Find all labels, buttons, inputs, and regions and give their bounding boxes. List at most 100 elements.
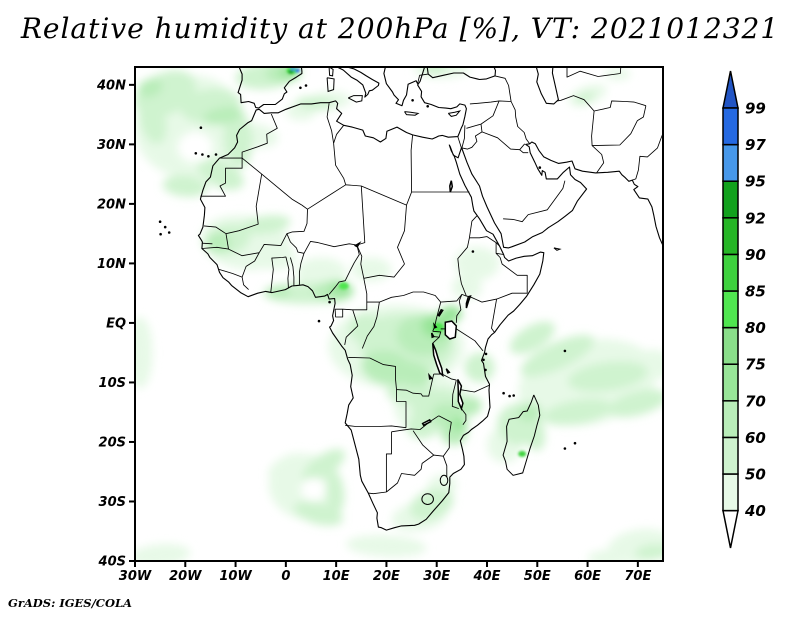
lake-outline [430,332,435,339]
lake-outline [433,322,438,329]
country-border [333,125,345,144]
colorbar-segment [722,253,739,292]
country-border [440,293,467,303]
lake-outline [421,418,432,427]
lake-outline [457,379,464,411]
island-dot [502,391,505,395]
country-border [396,389,407,428]
country-border [594,100,647,112]
country-border [566,67,622,78]
humidity-cell [346,535,427,557]
island-dot [304,84,308,87]
country-border [469,100,512,105]
humidity-cell [302,448,346,483]
country-border [397,191,412,265]
humidity-cell [265,286,291,298]
y-axis-label: 40S [98,555,126,570]
island-dot [207,155,210,158]
island-dot [214,153,218,156]
colorbar-under-arrow [722,509,739,549]
island-dot [159,232,162,236]
x-axis-label: 10W [219,569,252,584]
country-border [459,385,490,393]
country-border [225,233,229,250]
y-axis-label: 20N [97,197,126,212]
country-border [632,132,663,181]
humidity-cell [406,415,437,439]
island-outline [326,77,335,93]
country-border [461,125,466,149]
humidity-cell [300,477,327,502]
island-dot [538,166,542,169]
y-axis-label: 10N [97,257,126,272]
island-dot [201,153,204,156]
geography-layer [158,67,663,531]
humidity-cell [567,361,648,392]
country-border [469,236,500,247]
country-border [386,454,444,493]
y-axis-label: EQ [106,316,126,331]
humidity-cell [454,246,500,281]
country-border [286,209,308,235]
island-dot [199,126,203,129]
x-axis-label: 70E [624,569,651,584]
country-border [241,252,260,278]
country-border [201,246,229,250]
country-border [270,256,286,293]
island-dot [512,394,515,397]
island-dot [317,319,321,323]
colorbar-label: 92 [745,209,766,227]
humidity-cell [351,257,392,282]
country-border [510,101,531,145]
country-border [261,173,303,206]
country-border [591,110,605,174]
coastline [535,67,559,105]
colorbar-segment [722,143,739,182]
country-border [285,256,290,288]
humidity-cell [240,215,291,235]
country-border [361,302,380,349]
humidity-cell [635,544,663,560]
humidity-cell [587,550,628,561]
country-border [412,430,434,456]
country-border [334,309,344,318]
humidity-cell [338,282,349,290]
humidity-cell [608,389,663,418]
colorbar-label: 75 [745,356,766,374]
island-dot [471,250,475,253]
country-border [457,136,462,149]
x-axis-label: 30E [423,569,450,584]
humidity-cell [409,488,454,521]
country-border [455,294,463,323]
island-dot [484,352,488,356]
country-border [363,278,442,303]
colorbar-segment [722,326,739,365]
humidity-cell [162,175,208,197]
x-axis-label: 20E [373,569,400,584]
humidity-cell [177,131,213,163]
country-border [466,123,482,129]
lake-outline [449,180,454,193]
island-outline [347,95,363,103]
colorbar-label: 90 [745,246,766,264]
humidity-cell [203,106,243,125]
humidity-cell [267,453,304,479]
humidity-cell [294,501,343,526]
country-border [333,143,347,185]
lake-outline [445,368,451,374]
country-border [228,248,260,257]
country-border [519,149,529,154]
country-border [468,215,478,238]
island-dot [411,99,414,102]
humidity-cell [135,544,191,561]
country-border [432,301,442,332]
humidity-cell [137,78,163,98]
coastline [237,67,303,109]
humidity-cell [518,403,541,422]
island-dot [573,441,577,445]
colorbar-label: 80 [745,319,766,337]
y-axis-label: 10S [99,376,126,391]
y-axis-label: 40N [96,78,126,93]
colorbar-label: 70 [745,392,766,410]
